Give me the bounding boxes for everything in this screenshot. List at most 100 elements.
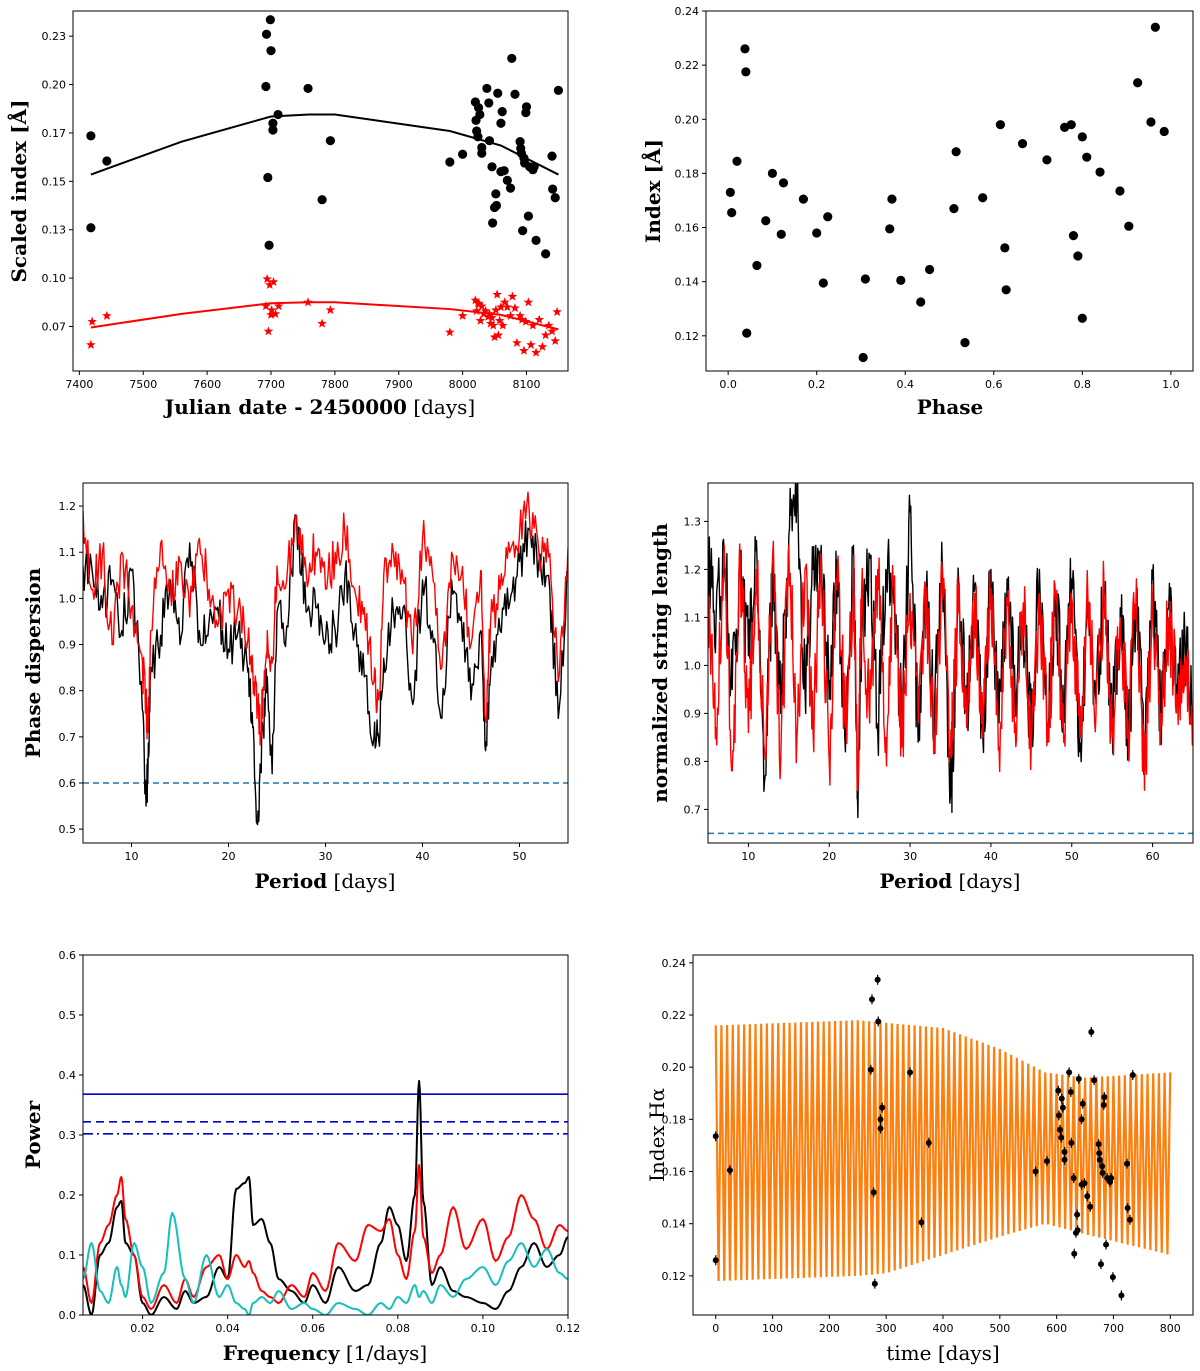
data-point [502,175,512,185]
data-point [541,249,551,259]
x-tick-label: 8100 [512,378,540,391]
data-point [1001,285,1011,295]
y-tick-label: 0.10 [42,272,67,285]
data-point [860,274,870,284]
data-point [1066,120,1076,130]
x-tick-label: 40 [416,850,430,863]
data-point-star [471,306,482,316]
x-tick-label: 0.6 [985,378,1003,391]
data-point [1088,1028,1095,1035]
data-point [712,1257,719,1264]
data-point [1043,1158,1050,1165]
data-point [521,102,532,112]
data-point [493,88,503,98]
y-tick-label: 0.17 [42,127,67,140]
y-tick-label: 0.12 [662,1270,687,1283]
y-tick-label: 1.1 [59,546,77,559]
data-point-star [512,337,522,347]
data-point [776,229,786,239]
data-point [264,240,274,250]
data-point [740,44,750,54]
data-point-star [502,302,513,312]
x-tick-label: 7600 [193,378,221,391]
data-point-star [87,316,97,326]
data-point [86,223,96,233]
data-point [871,1280,878,1287]
data-point-star [519,345,529,355]
y-tick-label: 0.0 [59,1309,77,1322]
x-tick-label: 300 [876,1322,897,1335]
data-point-star [445,327,455,337]
y-tick-label: 0.7 [684,803,702,816]
data-point [1103,1241,1110,1248]
data-point-star [487,312,497,322]
data-point [868,996,875,1003]
data-point [531,235,541,245]
data-point [268,118,278,128]
data-point [742,328,752,338]
data-point-star [494,315,505,325]
data-point-star [102,310,112,320]
panel-phase-dispersion-vs-period: 10 20 30 40 50 0.5 0.6 0.7 0.8 0.9 1.0 1.1 1.2 Perio… [21,482,569,893]
data-point-star [457,310,468,320]
data-point [1067,1088,1074,1095]
data-point-star [270,308,281,318]
data-point [1095,1141,1102,1148]
data-point-star [261,301,271,311]
data-point [263,172,273,183]
data-point-star [505,310,516,320]
y-tick-label: 0.9 [59,639,77,652]
x-tick-label: 500 [989,1322,1010,1335]
data-point [874,976,881,983]
data-point [458,149,468,159]
y-tick-label: 0.16 [662,1166,687,1179]
y-tick-label: 0.16 [675,222,700,235]
panel-string-length-vs-period: 10 20 30 40 50 60 0.7 0.8 0.9 1.0 1.1 1.2 1.3 Period… [648,482,1194,893]
y-tick-label: 0.24 [675,5,700,18]
x-tick-label: 0.4 [896,378,914,391]
data-point [265,15,275,25]
data-point [491,189,501,199]
data-point [725,187,735,197]
y-tick-label: 0.5 [59,1009,77,1022]
x-tick-label: 0.2 [808,378,826,391]
data-point [1000,243,1010,253]
data-point [484,136,495,146]
y-tick-label: 0.2 [59,1189,77,1202]
data-point-star [475,315,486,325]
data-point [960,337,970,348]
data-point-star [474,299,484,309]
data-point [1124,221,1134,231]
x-tick-label: 800 [1160,1322,1181,1335]
y-tick-label: 0.4 [59,1069,77,1082]
data-point [1075,1075,1082,1082]
data-point [499,166,509,176]
y-axis-label: Power [21,1100,45,1169]
data-point-star [507,291,518,301]
data-point [823,212,833,222]
x-tick-label: 0.08 [386,1322,411,1335]
data-point [1032,1168,1039,1175]
y-tick-label: 0.3 [59,1129,77,1142]
y-axis-label: Index [Å] [641,139,665,243]
data-point-star [86,339,96,349]
data-point [1074,1211,1081,1218]
y-axis-label: Scaled index [Å] [7,99,31,282]
x-tick-label: 400 [933,1322,954,1335]
data-point [877,1116,884,1123]
data-point [925,1139,932,1146]
data-point-star [526,339,536,349]
data-point [1091,1077,1098,1084]
x-tick-label: 7900 [385,378,413,391]
data-point [1061,1156,1068,1163]
data-point-star [325,305,336,315]
data-point-star [534,314,545,324]
data-point-star [552,306,562,317]
data-point-star [550,336,560,346]
data-point [529,162,539,172]
y-tick-label: 0.8 [684,755,702,768]
data-point [1124,1205,1131,1212]
data-point [1061,1148,1068,1155]
x-tick-label: 1.0 [1162,378,1180,391]
